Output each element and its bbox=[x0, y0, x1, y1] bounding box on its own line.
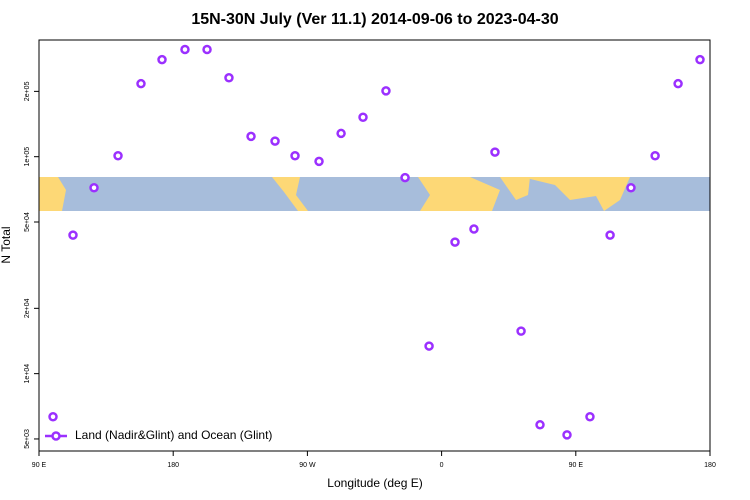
point bbox=[605, 230, 615, 240]
legend-label: Land (Nadir&Glint) and Ocean (Glint) bbox=[75, 428, 272, 442]
point bbox=[450, 237, 460, 247]
point bbox=[400, 172, 410, 183]
point bbox=[246, 131, 256, 142]
point bbox=[490, 147, 500, 157]
point bbox=[180, 44, 190, 55]
legend-marker bbox=[51, 431, 61, 441]
point bbox=[68, 230, 78, 240]
point bbox=[469, 224, 479, 234]
y-tick-label: 1e+04 bbox=[24, 364, 31, 384]
point bbox=[113, 150, 123, 161]
x-tick-label: 180 bbox=[167, 462, 179, 469]
y-tick-label: 5e+03 bbox=[24, 429, 31, 449]
point bbox=[381, 86, 391, 96]
chart-title: 15N-30N July (Ver 11.1) 2014-09-06 to 20… bbox=[191, 11, 558, 28]
x-tick-label: 180 bbox=[704, 462, 716, 469]
x-tick-label: 90 W bbox=[299, 462, 316, 469]
y-tick-label: 1e+05 bbox=[24, 147, 31, 167]
point bbox=[224, 73, 234, 83]
point bbox=[695, 54, 705, 65]
point bbox=[270, 136, 280, 146]
point bbox=[358, 112, 368, 122]
x-tick-label: 90 E bbox=[32, 462, 47, 469]
point bbox=[314, 156, 324, 167]
point bbox=[516, 326, 526, 336]
point bbox=[535, 420, 545, 430]
point bbox=[626, 183, 636, 193]
map-strip bbox=[39, 177, 710, 211]
point bbox=[562, 430, 572, 440]
point bbox=[673, 78, 683, 89]
x-tick-label: 0 bbox=[440, 462, 444, 469]
point bbox=[89, 183, 99, 193]
point bbox=[48, 411, 58, 422]
point bbox=[202, 44, 212, 55]
y-tick-label: 2e+05 bbox=[24, 81, 31, 101]
point bbox=[585, 411, 595, 422]
y-axis-label: N Total bbox=[0, 226, 13, 263]
point bbox=[650, 150, 660, 161]
x-tick-label: 90 E bbox=[569, 462, 584, 469]
x-axis-label: Longitude (deg E) bbox=[327, 476, 422, 490]
y-tick-label: 5e+04 bbox=[24, 212, 31, 232]
point bbox=[136, 78, 146, 89]
y-tick-label: 2e+04 bbox=[24, 298, 31, 318]
plot-frame bbox=[38, 39, 711, 452]
point bbox=[424, 341, 434, 351]
point bbox=[336, 128, 346, 139]
point bbox=[157, 54, 167, 65]
point bbox=[290, 150, 300, 161]
